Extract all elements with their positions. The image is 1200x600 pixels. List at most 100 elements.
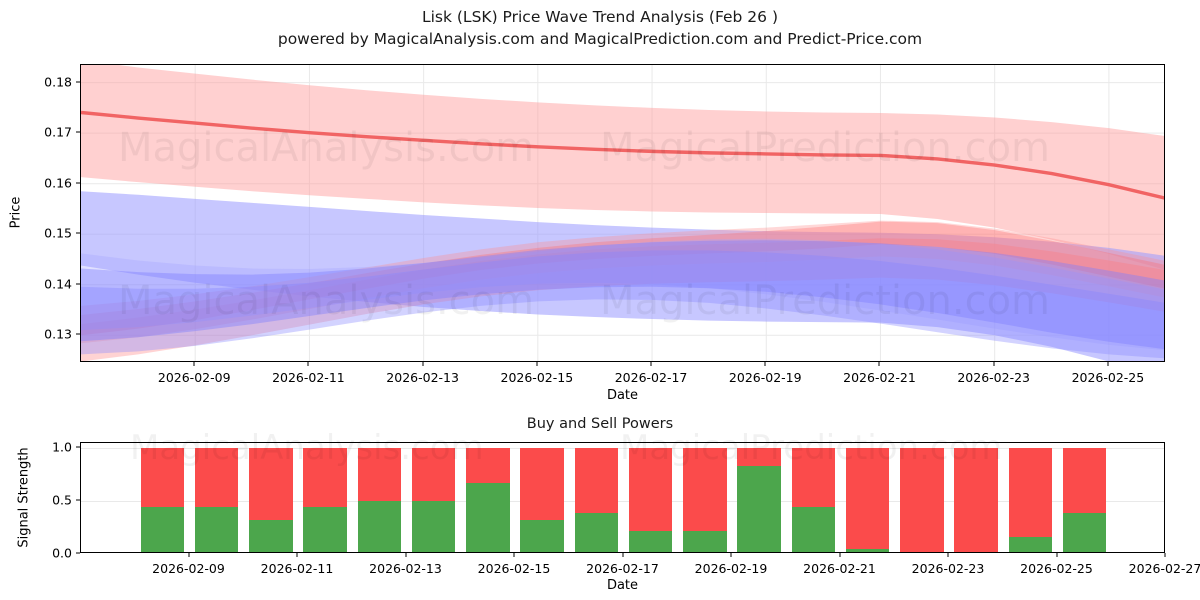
price-wave-plot-area <box>80 64 1165 362</box>
sell-power-bar[interactable] <box>900 448 943 553</box>
sell-power-bar[interactable] <box>249 448 292 520</box>
signal-x-tick-label: 2026-02-23 <box>912 561 985 576</box>
sell-power-bar[interactable] <box>195 448 238 507</box>
price-x-tick-mark <box>1107 362 1108 366</box>
price-y-tick-label: 0.14 <box>44 276 72 291</box>
buy-power-bar[interactable] <box>303 507 346 553</box>
buy-power-bar[interactable] <box>1009 537 1052 553</box>
price-x-tick-label: 2026-02-11 <box>272 370 345 385</box>
price-x-tick-label: 2026-02-19 <box>729 370 802 385</box>
sell-power-bar[interactable] <box>520 448 563 520</box>
sell-power-bar[interactable] <box>575 448 618 512</box>
buy-power-bar[interactable] <box>195 507 238 553</box>
bar-stack[interactable] <box>466 443 509 553</box>
gridline-horizontal <box>81 501 1164 502</box>
signal-y-tick-mark <box>76 500 80 501</box>
sell-power-bar[interactable] <box>358 448 401 501</box>
price-y-tick-mark <box>76 132 80 133</box>
buy-power-bar[interactable] <box>141 507 184 553</box>
price-y-tick-mark <box>76 233 80 234</box>
price-y-tick-mark <box>76 182 80 183</box>
price-y-tick-mark <box>76 283 80 284</box>
price-y-tick-mark <box>76 334 80 335</box>
price-x-tick-label: 2026-02-23 <box>957 370 1030 385</box>
signal-x-axis-title: Date <box>80 578 1165 593</box>
chart-page: Lisk (LSK) Price Wave Trend Analysis (Fe… <box>0 0 1200 600</box>
sell-power-bar[interactable] <box>1063 448 1106 512</box>
sell-power-bar[interactable] <box>954 448 997 553</box>
price-y-axis-title: Price <box>9 168 24 258</box>
sell-power-bar[interactable] <box>792 448 835 507</box>
signal-x-tick-label: 2026-02-19 <box>695 561 768 576</box>
signal-x-tick-mark <box>405 553 406 557</box>
bar-stack[interactable] <box>683 443 726 553</box>
bar-stack[interactable] <box>412 443 455 553</box>
sell-power-bar[interactable] <box>1009 448 1052 537</box>
signal-x-tick-mark <box>839 553 840 557</box>
sell-power-bar[interactable] <box>737 448 780 466</box>
signal-x-tick-mark <box>188 553 189 557</box>
bar-stack[interactable] <box>141 443 184 553</box>
price-x-tick-label: 2026-02-13 <box>386 370 459 385</box>
bar-stack[interactable] <box>846 443 889 553</box>
sell-power-bar[interactable] <box>466 448 509 483</box>
price-x-axis-title: Date <box>80 388 1165 403</box>
signal-x-tick-label: 2026-02-27 <box>1129 561 1200 576</box>
buy-power-bar[interactable] <box>575 513 618 553</box>
price-x-tick-mark <box>765 362 766 366</box>
buy-sell-plot-area <box>80 442 1165 553</box>
price-x-tick-label: 2026-02-25 <box>1072 370 1145 385</box>
buy-power-bar[interactable] <box>737 466 780 553</box>
signal-x-tick-label: 2026-02-25 <box>1020 561 1093 576</box>
price-x-tick-mark <box>194 362 195 366</box>
price-x-tick-mark <box>993 362 994 366</box>
buy-power-bar[interactable] <box>846 549 889 553</box>
buy-power-bar[interactable] <box>466 483 509 553</box>
sell-power-bar[interactable] <box>412 448 455 501</box>
bar-stack[interactable] <box>1063 443 1106 553</box>
price-x-tick-label: 2026-02-21 <box>843 370 916 385</box>
buy-power-bar[interactable] <box>520 520 563 553</box>
signal-y-tick-label: 0.5 <box>52 493 72 508</box>
bar-stack[interactable] <box>737 443 780 553</box>
buy-power-bar[interactable] <box>683 531 726 553</box>
price-wave-panel: 0.130.140.150.160.170.18 2026-02-092026-… <box>0 0 1200 400</box>
bar-stack[interactable] <box>358 443 401 553</box>
signal-y-tick-label: 0.0 <box>52 546 72 561</box>
buy-power-bar[interactable] <box>629 531 672 553</box>
bar-stack[interactable] <box>195 443 238 553</box>
signal-y-tick-label: 1.0 <box>52 440 72 455</box>
signal-y-tick-mark <box>76 553 80 554</box>
price-x-tick-mark <box>422 362 423 366</box>
signal-x-tick-label: 2026-02-09 <box>152 561 225 576</box>
sell-power-bar[interactable] <box>846 448 889 548</box>
price-x-tick-label: 2026-02-17 <box>615 370 688 385</box>
signal-x-tick-mark <box>514 553 515 557</box>
buy-power-bar[interactable] <box>358 501 401 553</box>
buy-power-bar[interactable] <box>792 507 835 553</box>
signal-x-tick-label: 2026-02-15 <box>478 561 551 576</box>
bar-stack[interactable] <box>954 443 997 553</box>
bar-stack[interactable] <box>575 443 618 553</box>
sell-power-bar[interactable] <box>303 448 346 507</box>
sell-power-bar[interactable] <box>629 448 672 530</box>
sell-power-bar[interactable] <box>683 448 726 530</box>
price-wave-svg <box>81 65 1165 362</box>
signal-x-tick-mark <box>731 553 732 557</box>
bar-stack[interactable] <box>1009 443 1052 553</box>
bar-stack[interactable] <box>629 443 672 553</box>
bar-stack[interactable] <box>520 443 563 553</box>
gridline-horizontal <box>81 448 1164 449</box>
bar-stack[interactable] <box>249 443 292 553</box>
buy-power-bar[interactable] <box>412 501 455 553</box>
signal-y-tick-mark <box>76 447 80 448</box>
price-x-tick-mark <box>651 362 652 366</box>
price-y-tick-label: 0.16 <box>44 175 72 190</box>
bar-stack[interactable] <box>792 443 835 553</box>
buy-power-bar[interactable] <box>1063 513 1106 553</box>
sell-power-bar[interactable] <box>141 448 184 507</box>
buy-power-bar[interactable] <box>249 520 292 553</box>
bar-stack[interactable] <box>303 443 346 553</box>
signal-x-tick-label: 2026-02-13 <box>369 561 442 576</box>
bar-stack[interactable] <box>900 443 943 553</box>
